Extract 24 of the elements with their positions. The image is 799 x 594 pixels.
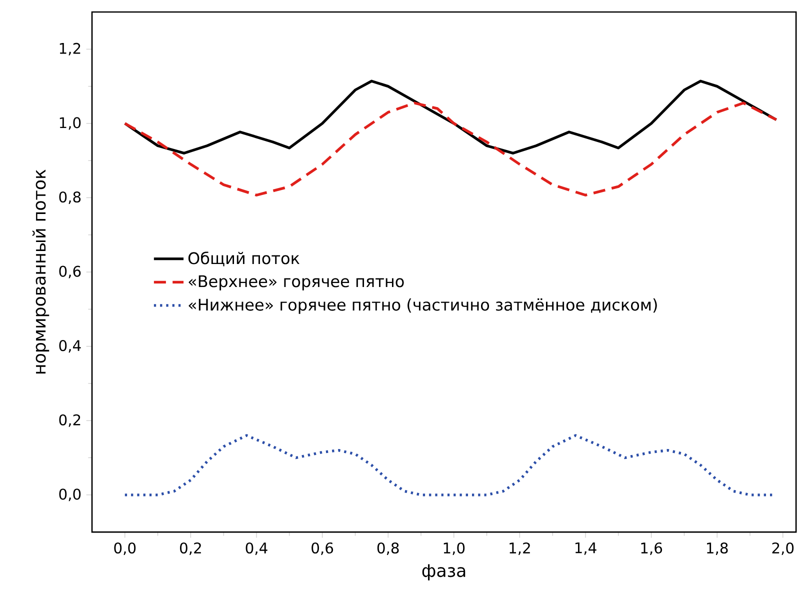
- y-tick-label: 0,0: [59, 488, 81, 502]
- x-tick-label: 0,0: [114, 542, 136, 556]
- legend-label: «Верхнее» горячее пятно: [188, 275, 404, 290]
- x-tick-label: 1,2: [510, 542, 530, 556]
- x-tick-label: 0,6: [312, 542, 334, 556]
- x-tick-label: 2,0: [772, 542, 794, 556]
- x-axis-title: фаза: [422, 564, 466, 580]
- y-tick-label: 0,6: [59, 266, 81, 278]
- x-tick-label: 0,2: [180, 542, 201, 556]
- x-tick-label: 1,0: [444, 542, 465, 556]
- y-axis-title: нормированный поток: [32, 170, 50, 374]
- y-tick-label: 1,0: [60, 117, 81, 130]
- x-tick-label: 1,8: [707, 542, 728, 556]
- y-tick-label: 0,2: [59, 414, 80, 427]
- y-tick-label: 0,8: [59, 191, 81, 204]
- y-tick-label: 1,2: [60, 42, 80, 56]
- legend-label: Общий поток: [188, 252, 300, 266]
- x-tick-label: 1,4: [575, 542, 596, 555]
- x-tick-label: 0,8: [377, 542, 399, 556]
- x-tick-label: 1,6: [641, 542, 662, 556]
- y-tick-label: 0,4: [59, 340, 81, 353]
- legend-label: «Нижнее» горячее пятно (частично затмённое диском): [188, 298, 657, 314]
- x-tick-label: 0,4: [246, 542, 268, 556]
- line-series: [124, 102, 778, 196]
